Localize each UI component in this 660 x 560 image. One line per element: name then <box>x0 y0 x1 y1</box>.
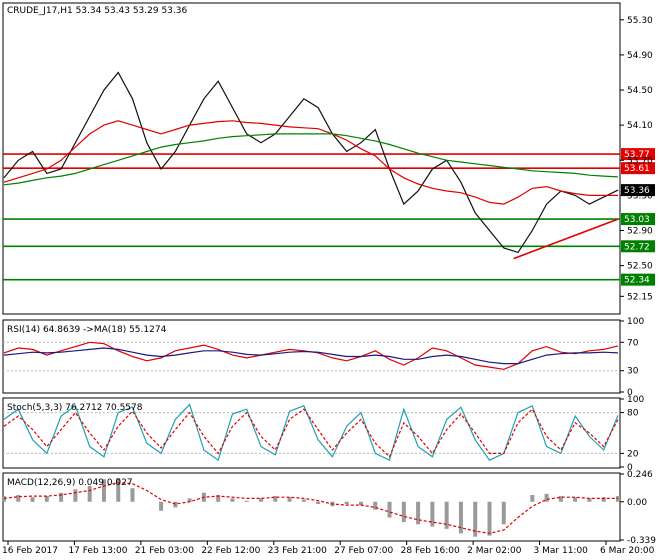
main-y-tick-label: 53.70 <box>627 156 653 166</box>
price-tag-box <box>621 148 655 161</box>
x-tick-label: 23 Feb 21:00 <box>268 546 327 556</box>
price-tag-label: 53.03 <box>624 215 650 225</box>
rsi-y-tick-label: 0 <box>627 388 633 398</box>
macd-panel <box>2 472 621 542</box>
main-series-line-1 <box>3 120 618 205</box>
x-tick-label: 17 Feb 13:00 <box>68 546 127 556</box>
rsi-y-tick-label: 100 <box>627 317 644 327</box>
main-y-tick-label: 54.10 <box>627 121 653 131</box>
main-series-line-0 <box>3 71 619 254</box>
macd-y-tick-label: -0.339 <box>627 536 656 546</box>
x-tick-label: 28 Feb 16:00 <box>401 546 460 556</box>
macd-y-tick-label: 0.00 <box>627 498 647 508</box>
price-tag-label: 53.77 <box>624 150 650 160</box>
x-tick-label: 16 Feb 2017 <box>2 546 58 556</box>
main-y-tick-label: 53.30 <box>627 191 653 201</box>
price-tag-box <box>621 162 655 175</box>
main-panel <box>2 2 621 315</box>
main-y-tick-label: 54.50 <box>627 86 653 96</box>
price-tag-label: 53.36 <box>624 186 650 196</box>
stoch-signal-line <box>3 408 619 458</box>
macd-title: MACD(12,26,9) 0.049 0.027 <box>7 478 133 488</box>
x-tick-label: 21 Feb 03:00 <box>135 546 194 556</box>
trend-line <box>513 218 619 260</box>
rsi-y-tick-label: 70 <box>627 338 639 348</box>
price-tag-label: 52.34 <box>624 276 650 286</box>
rsi-panel <box>2 319 621 394</box>
main-y-tick-label: 52.50 <box>627 262 653 272</box>
x-tick-label: 3 Mar 11:00 <box>534 546 589 556</box>
x-tick-label: 27 Feb 07:00 <box>334 546 393 556</box>
price-tag-box <box>621 273 655 286</box>
x-tick-label: 22 Feb 12:00 <box>201 546 260 556</box>
macd-y-tick-label: 0.246 <box>627 470 653 480</box>
main-y-tick-label: 54.90 <box>627 51 653 61</box>
stoch-y-tick-label: 80 <box>627 409 639 419</box>
main-y-tick-label: 52.90 <box>627 226 653 236</box>
main-y-tick-label: 55.30 <box>627 16 653 26</box>
stoch-y-tick-label: 0 <box>627 463 633 473</box>
main-series-line-2 <box>3 133 619 186</box>
x-tick-label: 2 Mar 02:00 <box>467 546 522 556</box>
rsi-y-tick-label: 30 <box>627 367 639 377</box>
price-tag-label: 52.72 <box>624 242 650 252</box>
price-tag-box <box>621 213 655 226</box>
price-tag-box <box>621 240 655 253</box>
main-title: CRUDE_J17,H1 53.34 53.43 53.29 53.36 <box>7 6 187 16</box>
price-tag-box <box>621 184 655 197</box>
stoch-y-tick-label: 20 <box>627 449 639 459</box>
rsi-series-line-1 <box>3 347 619 365</box>
macd-signal-line <box>3 481 618 534</box>
price-tag-label: 53.61 <box>624 164 650 174</box>
x-tick-label: 6 Mar 20:00 <box>600 546 655 556</box>
stoch-panel <box>2 397 621 469</box>
stoch-y-tick-label: 100 <box>627 395 644 405</box>
stoch-main-line <box>3 403 619 462</box>
stoch-title: Stoch(5,3,3) 76.2712 70.5578 <box>7 403 143 413</box>
main-y-tick-label: 52.15 <box>627 292 653 302</box>
rsi-title: RSI(14) 64.8639 ->MA(18) 55.1274 <box>7 325 167 335</box>
